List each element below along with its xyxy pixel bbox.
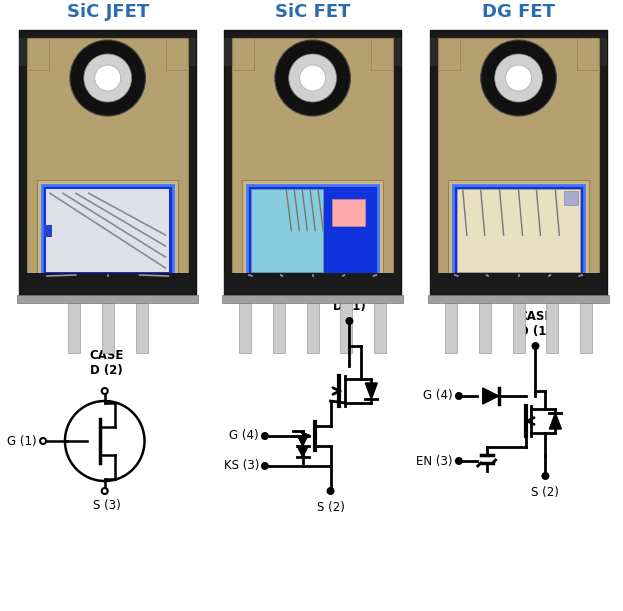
Circle shape [541, 472, 549, 480]
Bar [166, 38, 188, 70]
Bar [44, 225, 52, 237]
Bar [564, 191, 578, 205]
Circle shape [95, 65, 121, 91]
Bar [332, 199, 365, 226]
Bar [224, 38, 234, 66]
Circle shape [261, 462, 269, 470]
Polygon shape [549, 413, 561, 429]
Circle shape [70, 40, 146, 116]
Bar [17, 295, 198, 303]
Bar [428, 295, 609, 303]
Bar [222, 295, 403, 303]
Circle shape [481, 40, 556, 116]
Polygon shape [365, 383, 378, 399]
Bar [578, 38, 599, 70]
Text: S (2): S (2) [316, 501, 345, 514]
Bar [391, 38, 401, 66]
Polygon shape [483, 388, 498, 404]
Circle shape [261, 432, 269, 440]
Bar [438, 38, 599, 287]
Circle shape [102, 388, 108, 394]
Text: G (4): G (4) [229, 430, 259, 442]
Bar [273, 303, 285, 353]
Circle shape [84, 54, 131, 102]
Bar [430, 30, 607, 295]
Text: KS (3): KS (3) [224, 459, 259, 472]
Text: SiC FET: SiC FET [275, 3, 350, 21]
Bar [42, 185, 173, 276]
Bar [27, 38, 188, 287]
Circle shape [495, 54, 543, 102]
Circle shape [346, 317, 353, 325]
Circle shape [40, 438, 46, 444]
Bar [430, 38, 440, 66]
Bar [68, 303, 80, 353]
Bar [242, 180, 383, 281]
Text: DG FET: DG FET [482, 3, 555, 21]
Circle shape [455, 392, 463, 400]
Bar [239, 303, 251, 353]
Text: G (4): G (4) [423, 389, 453, 403]
Bar [374, 303, 386, 353]
Bar [307, 303, 318, 353]
Text: S (3): S (3) [93, 499, 121, 512]
Bar [478, 303, 491, 353]
Bar [136, 303, 148, 353]
Bar [430, 273, 607, 295]
Bar [513, 303, 525, 353]
Bar [224, 30, 401, 295]
Bar [453, 185, 584, 276]
Bar [186, 38, 196, 66]
Bar [251, 189, 323, 272]
Text: SiC JFET: SiC JFET [67, 3, 149, 21]
Bar [448, 180, 589, 281]
Circle shape [289, 54, 336, 102]
Text: EN (3): EN (3) [416, 455, 453, 467]
Text: S (2): S (2) [531, 486, 559, 499]
Circle shape [506, 65, 531, 91]
Polygon shape [298, 436, 308, 446]
Text: CASE
D (1): CASE D (1) [332, 285, 366, 313]
Bar [341, 303, 353, 353]
Bar [580, 303, 592, 353]
Bar [102, 303, 113, 353]
Bar [19, 273, 196, 295]
Text: G (1): G (1) [7, 434, 37, 447]
Bar [19, 38, 29, 66]
Bar [46, 189, 169, 272]
Bar [546, 303, 558, 353]
Bar [457, 189, 580, 272]
Circle shape [531, 342, 540, 350]
Bar [232, 38, 254, 70]
Bar [247, 185, 378, 276]
Circle shape [455, 457, 463, 465]
Circle shape [300, 65, 326, 91]
Circle shape [326, 487, 335, 495]
Circle shape [275, 40, 351, 116]
Bar [27, 38, 49, 70]
Bar [37, 180, 178, 281]
Bar [371, 38, 393, 70]
Text: CASE
D (1): CASE D (1) [518, 310, 553, 338]
Bar [19, 30, 196, 295]
Circle shape [102, 488, 108, 494]
Bar [224, 273, 401, 295]
Bar [232, 38, 393, 287]
Bar [597, 38, 607, 66]
Text: CASE
D (2): CASE D (2) [90, 349, 124, 377]
Circle shape [65, 401, 145, 481]
Polygon shape [298, 447, 308, 457]
Bar [445, 303, 457, 353]
Bar [438, 38, 460, 70]
